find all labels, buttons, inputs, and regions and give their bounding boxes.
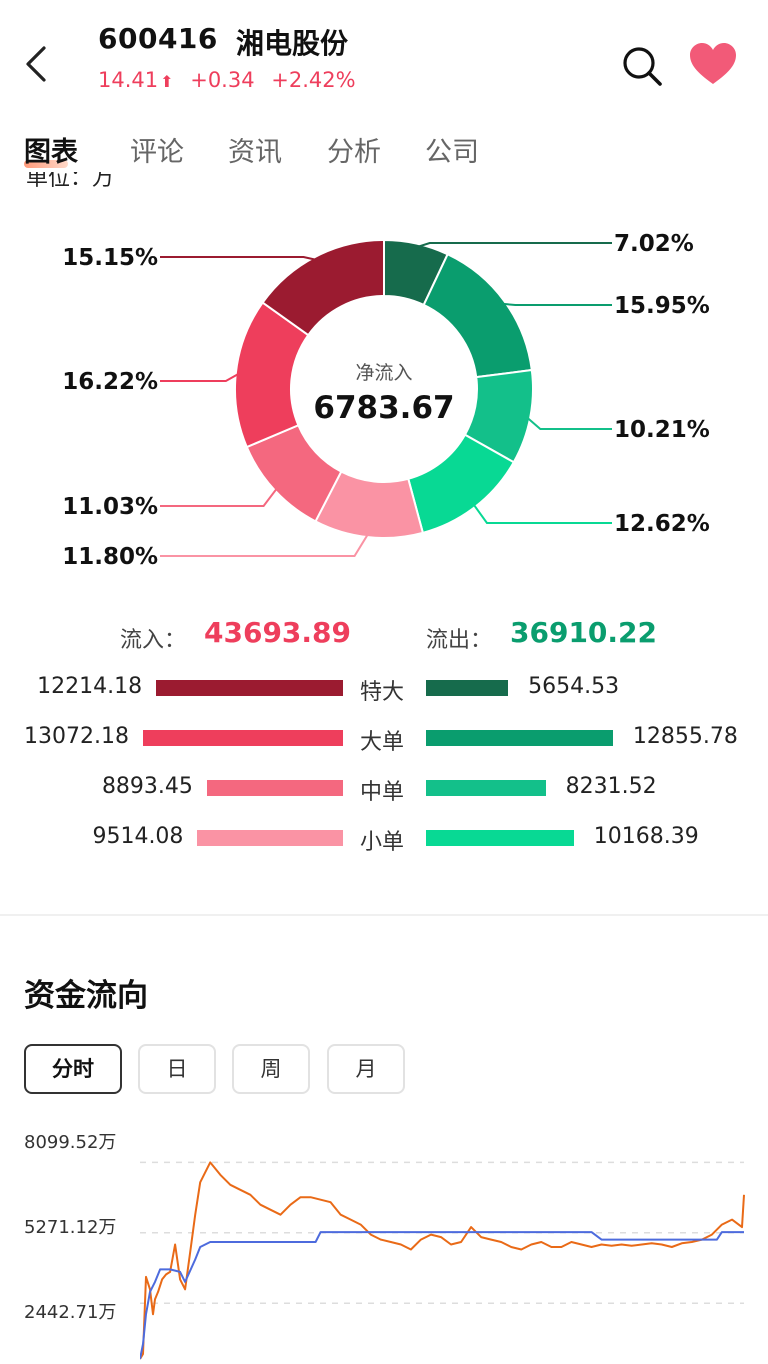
- inflow-label: 流入：: [120, 628, 187, 653]
- donut-leader-line: [160, 372, 241, 382]
- capital-flow-line-chart: [140, 1161, 745, 1360]
- tab-chart[interactable]: 图表: [24, 137, 78, 168]
- inflow-value: 9514.08: [92, 824, 184, 849]
- period-intraday-button[interactable]: 分时: [24, 1044, 122, 1094]
- outflow-value: 5654.53: [528, 674, 620, 699]
- donut-slice-out-大单: [422, 252, 533, 379]
- stock-quote: 14.41 ⬆ +0.34 +2.42%: [98, 68, 366, 92]
- tab-comments[interactable]: 评论: [130, 137, 184, 168]
- inflow-value: 8893.45: [101, 774, 193, 799]
- inflow-bar: [197, 830, 343, 846]
- capital-flow-title: 资金流向: [24, 978, 148, 1014]
- donut-pct-label: 12.62%: [614, 511, 710, 537]
- outflow-bar: [426, 730, 613, 746]
- donut-leader-line: [525, 416, 612, 430]
- tab-company[interactable]: 公司: [425, 137, 479, 168]
- donut-slice-in-特大: [261, 238, 385, 337]
- y-axis-label-bottom: 2442.71万: [24, 1302, 117, 1323]
- period-week-button[interactable]: 周: [232, 1044, 310, 1094]
- inflow-bar: [156, 680, 343, 696]
- order-size-label: 特大: [360, 680, 405, 705]
- y-axis-label-mid: 5271.12万: [24, 1217, 117, 1238]
- section-divider: [0, 914, 768, 916]
- price-change-pct: +2.42%: [271, 68, 356, 92]
- stock-code: 600416: [98, 22, 218, 55]
- donut-pct-label: 10.21%: [614, 417, 710, 443]
- price: 14.41: [98, 68, 159, 92]
- donut-pct-label: 16.22%: [62, 369, 158, 395]
- outflow-value: 10168.39: [593, 824, 699, 849]
- active-tab-underline: [24, 160, 68, 168]
- y-axis-label-top: 8099.52万: [24, 1132, 117, 1153]
- order-size-label: 大单: [360, 730, 405, 755]
- outflow-bar: [426, 680, 509, 696]
- donut-pct-label: 7.02%: [614, 231, 694, 257]
- outflow-label: 流出：: [426, 628, 493, 653]
- outflow-total: 36910.22: [510, 616, 658, 649]
- price-change: +0.34: [190, 68, 255, 92]
- donut-pct-label: 15.15%: [62, 245, 158, 271]
- donut-leader-line: [160, 486, 279, 507]
- donut-pct-label: 15.95%: [614, 293, 710, 319]
- inflow-total: 43693.89: [204, 616, 352, 649]
- inflow-value: 12214.18: [37, 674, 143, 699]
- outflow-value: 12855.78: [632, 724, 738, 749]
- tab-analysis[interactable]: 分析: [327, 137, 381, 168]
- tab-news[interactable]: 资讯: [228, 137, 282, 168]
- donut-leader-line: [160, 256, 318, 262]
- order-size-label: 小单: [360, 830, 405, 855]
- donut-leader-line: [501, 302, 612, 306]
- donut-leader-line: [415, 242, 612, 249]
- donut-pct-label: 11.80%: [62, 544, 158, 570]
- inflow-bar: [143, 730, 343, 746]
- period-month-button[interactable]: 月: [327, 1044, 405, 1094]
- inflow-value: 13072.18: [24, 724, 129, 749]
- cumulative-flow-line: [140, 1231, 744, 1360]
- order-size-label: 中单: [360, 780, 405, 805]
- inflow-bar: [206, 780, 343, 796]
- outflow-value: 8231.52: [565, 774, 657, 799]
- back-arrow-icon[interactable]: [22, 44, 52, 84]
- net-flow-line: [140, 1161, 745, 1360]
- up-arrow-icon: ⬆: [160, 72, 174, 91]
- donut-pct-label: 11.03%: [62, 494, 158, 520]
- favorite-heart-icon[interactable]: [688, 42, 738, 86]
- net-inflow-title: 净流入: [355, 362, 413, 384]
- unit-label: 单位：万: [26, 172, 115, 188]
- search-icon[interactable]: [620, 44, 664, 88]
- donut-leader-line: [472, 502, 612, 524]
- outflow-bar: [426, 780, 546, 796]
- capital-donut-chart: 7.02% 15.95% 10.21% 12.62% 11.80% 11.03% 16.22…: [62, 231, 710, 570]
- donut-leader-line: [160, 532, 370, 557]
- stock-name: 湘电股份: [236, 27, 349, 60]
- outflow-bar: [426, 830, 574, 846]
- period-day-button[interactable]: 日: [138, 1044, 216, 1094]
- net-inflow-value: 6783.67: [313, 390, 455, 426]
